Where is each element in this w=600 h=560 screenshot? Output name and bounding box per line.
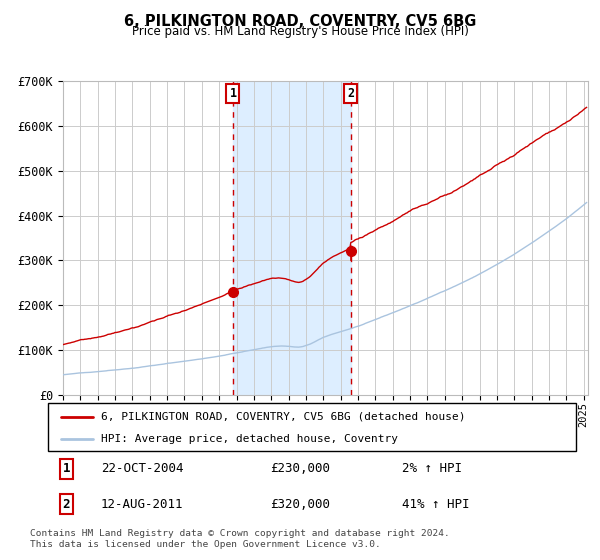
- Text: 22-OCT-2004: 22-OCT-2004: [101, 463, 184, 475]
- Text: Price paid vs. HM Land Registry's House Price Index (HPI): Price paid vs. HM Land Registry's House …: [131, 25, 469, 38]
- Text: £230,000: £230,000: [270, 463, 330, 475]
- Text: 6, PILKINGTON ROAD, COVENTRY, CV5 6BG (detached house): 6, PILKINGTON ROAD, COVENTRY, CV5 6BG (d…: [101, 412, 466, 422]
- Text: Contains HM Land Registry data © Crown copyright and database right 2024.
This d: Contains HM Land Registry data © Crown c…: [30, 529, 450, 549]
- Text: 1: 1: [63, 463, 70, 475]
- Bar: [233, 81, 351, 395]
- Text: 12-AUG-2011: 12-AUG-2011: [101, 497, 184, 511]
- Text: 1: 1: [229, 87, 236, 100]
- Text: HPI: Average price, detached house, Coventry: HPI: Average price, detached house, Cove…: [101, 434, 398, 444]
- Text: 6, PILKINGTON ROAD, COVENTRY, CV5 6BG: 6, PILKINGTON ROAD, COVENTRY, CV5 6BG: [124, 14, 476, 29]
- Text: 41% ↑ HPI: 41% ↑ HPI: [402, 497, 469, 511]
- Text: £320,000: £320,000: [270, 497, 330, 511]
- Text: 2: 2: [63, 497, 70, 511]
- Text: 2: 2: [347, 87, 355, 100]
- Text: 2% ↑ HPI: 2% ↑ HPI: [402, 463, 462, 475]
